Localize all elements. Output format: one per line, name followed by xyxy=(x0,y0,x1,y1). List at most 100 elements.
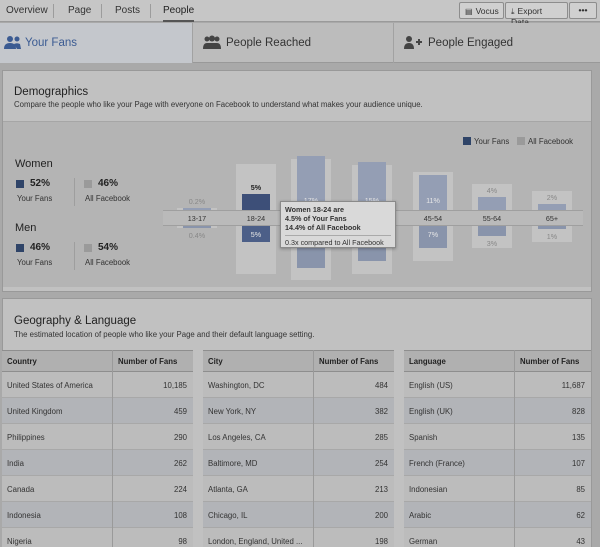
fans-swatch xyxy=(16,244,24,252)
table-cell-count: 254 xyxy=(374,459,388,468)
age-tick-label: 45-54 xyxy=(423,214,443,223)
table-row: Chicago, IL 200 xyxy=(203,502,394,528)
bar-your-fans-women xyxy=(478,197,506,210)
column-header[interactable]: Language xyxy=(409,357,446,366)
table-cell-count: 213 xyxy=(374,485,388,494)
table-header: Country Number of Fans xyxy=(2,350,193,372)
age-tick-label: 55-64 xyxy=(482,214,502,223)
tooltip-line2: 4.5% of Your Fans xyxy=(285,214,347,223)
table-row: English (US) 11,687 xyxy=(404,372,591,398)
table-cell-count: 262 xyxy=(173,459,187,468)
women-label: Women xyxy=(15,158,53,170)
legend-all-facebook: All Facebook xyxy=(517,137,573,146)
table-cell-count: 382 xyxy=(374,407,388,416)
table-cell-count: 107 xyxy=(571,459,585,468)
more-options-button[interactable]: ••• xyxy=(569,2,597,19)
table-cell-count: 135 xyxy=(571,433,585,442)
data-label-women: 5% xyxy=(250,183,262,192)
all-swatch xyxy=(84,244,92,252)
table-cell-count: 98 xyxy=(178,537,187,546)
tooltip-line1: Women 18-24 are xyxy=(285,205,344,214)
bar-your-fans-women xyxy=(419,174,447,210)
nav-overview[interactable]: Overview xyxy=(6,5,48,16)
tab-your-fans[interactable]: Your Fans xyxy=(0,23,193,63)
divider xyxy=(74,242,75,270)
divider xyxy=(74,178,75,206)
data-label-men: 0.4% xyxy=(188,231,206,240)
table-cell-name: India xyxy=(7,459,24,468)
men-label: Men xyxy=(15,222,37,234)
export-data-button[interactable]: ⤓ Export Data xyxy=(505,2,568,27)
fans-swatch xyxy=(16,180,24,188)
bar-your-fans-men xyxy=(183,226,211,228)
legend-your-fans: Your Fans xyxy=(463,137,509,146)
table-cell-count: 10,185 xyxy=(163,381,187,390)
table-row: Washington, DC 484 xyxy=(203,372,394,398)
table-row: Nigeria 98 xyxy=(2,528,193,547)
data-label-women: 15% xyxy=(352,196,392,205)
data-label-men: 1% xyxy=(546,232,558,242)
bar-your-fans-men xyxy=(478,226,506,236)
table-cell-name: London, England, United ... xyxy=(208,537,303,546)
city-table: City Number of Fans Washington, DC 484 New Y… xyxy=(203,350,394,547)
column-header[interactable]: Number of Fans xyxy=(118,357,178,366)
data-label-men: 7% xyxy=(427,230,439,239)
nav-people[interactable]: People xyxy=(163,5,195,22)
age-tick-label: 65+ xyxy=(545,214,559,223)
bar-all-facebook-men xyxy=(532,226,572,242)
table-row: Indonesia 108 xyxy=(2,502,193,528)
bar-your-fans-women xyxy=(242,194,270,210)
geography-title: Geography & Language xyxy=(14,315,137,327)
language-table: Language Number of Fans English (US) 11,687… xyxy=(404,350,591,547)
table-cell-count: 62 xyxy=(576,511,585,520)
legend-all-label: All Facebook xyxy=(528,137,574,146)
table-row: Philippines 290 xyxy=(2,424,193,450)
audience-tabs: Your Fans People Reached People Engaged xyxy=(0,23,600,63)
table-cell-name: Baltimore, MD xyxy=(208,459,258,468)
men-all-pct: 54% xyxy=(98,242,119,253)
women-fans-label: Your Fans xyxy=(17,194,53,203)
demographics-title: Demographics xyxy=(14,86,89,98)
column-header[interactable]: Number of Fans xyxy=(319,357,379,366)
tab-people-engaged-label: People Engaged xyxy=(428,37,514,49)
table-cell-count: 200 xyxy=(374,511,388,520)
table-cell-count: 11,687 xyxy=(561,381,585,390)
bar-your-fans-women xyxy=(538,203,566,210)
table-cell-name: New York, NY xyxy=(208,407,257,416)
table-cell-count: 459 xyxy=(173,407,187,416)
table-row: New York, NY 382 xyxy=(203,398,394,424)
nav-posts[interactable]: Posts xyxy=(115,5,141,16)
data-label-women: 17% xyxy=(291,196,331,205)
nav-divider xyxy=(53,4,54,18)
table-cell-count: 290 xyxy=(173,433,187,442)
table-cell-name: Spanish xyxy=(409,433,438,442)
column-header[interactable]: City xyxy=(208,357,223,366)
column-header[interactable]: Number of Fans xyxy=(520,357,580,366)
data-label-men: 3% xyxy=(486,238,498,248)
tooltip-line4: 0.3x compared to All Facebook xyxy=(285,235,391,247)
nav-page[interactable]: Page xyxy=(68,5,92,16)
country-table: Country Number of Fans United States of Am… xyxy=(2,350,193,547)
legend-swatch xyxy=(463,137,471,145)
vocus-button[interactable]: ▤ Vocus xyxy=(459,2,504,19)
women-all-pct: 46% xyxy=(98,178,119,189)
bar-your-fans-men xyxy=(419,226,447,249)
demographics-subtitle: Compare the people who like your Page wi… xyxy=(14,100,423,109)
column-header[interactable]: Country xyxy=(7,357,37,366)
table-row: Indonesian 85 xyxy=(404,476,591,502)
table-cell-count: 85 xyxy=(576,485,585,494)
column-divider xyxy=(514,350,515,547)
age-tick-label: 18-24 xyxy=(246,214,266,223)
age-tick-label: 13-17 xyxy=(187,214,207,223)
men-fans-pct: 46% xyxy=(30,242,51,253)
table-cell-count: 224 xyxy=(173,485,187,494)
table-cell-name: Atlanta, GA xyxy=(208,485,248,494)
tab-people-engaged[interactable]: People Engaged xyxy=(394,23,600,63)
tooltip-line3: 14.4% of All Facebook xyxy=(285,223,361,232)
table-cell-count: 108 xyxy=(173,511,187,520)
document-icon: ▤ xyxy=(465,7,473,16)
table-row: United States of America 10,185 xyxy=(2,372,193,398)
tab-people-reached[interactable]: People Reached xyxy=(193,23,394,63)
table-cell-name: Washington, DC xyxy=(208,381,265,390)
table-row: German 43 xyxy=(404,528,591,547)
